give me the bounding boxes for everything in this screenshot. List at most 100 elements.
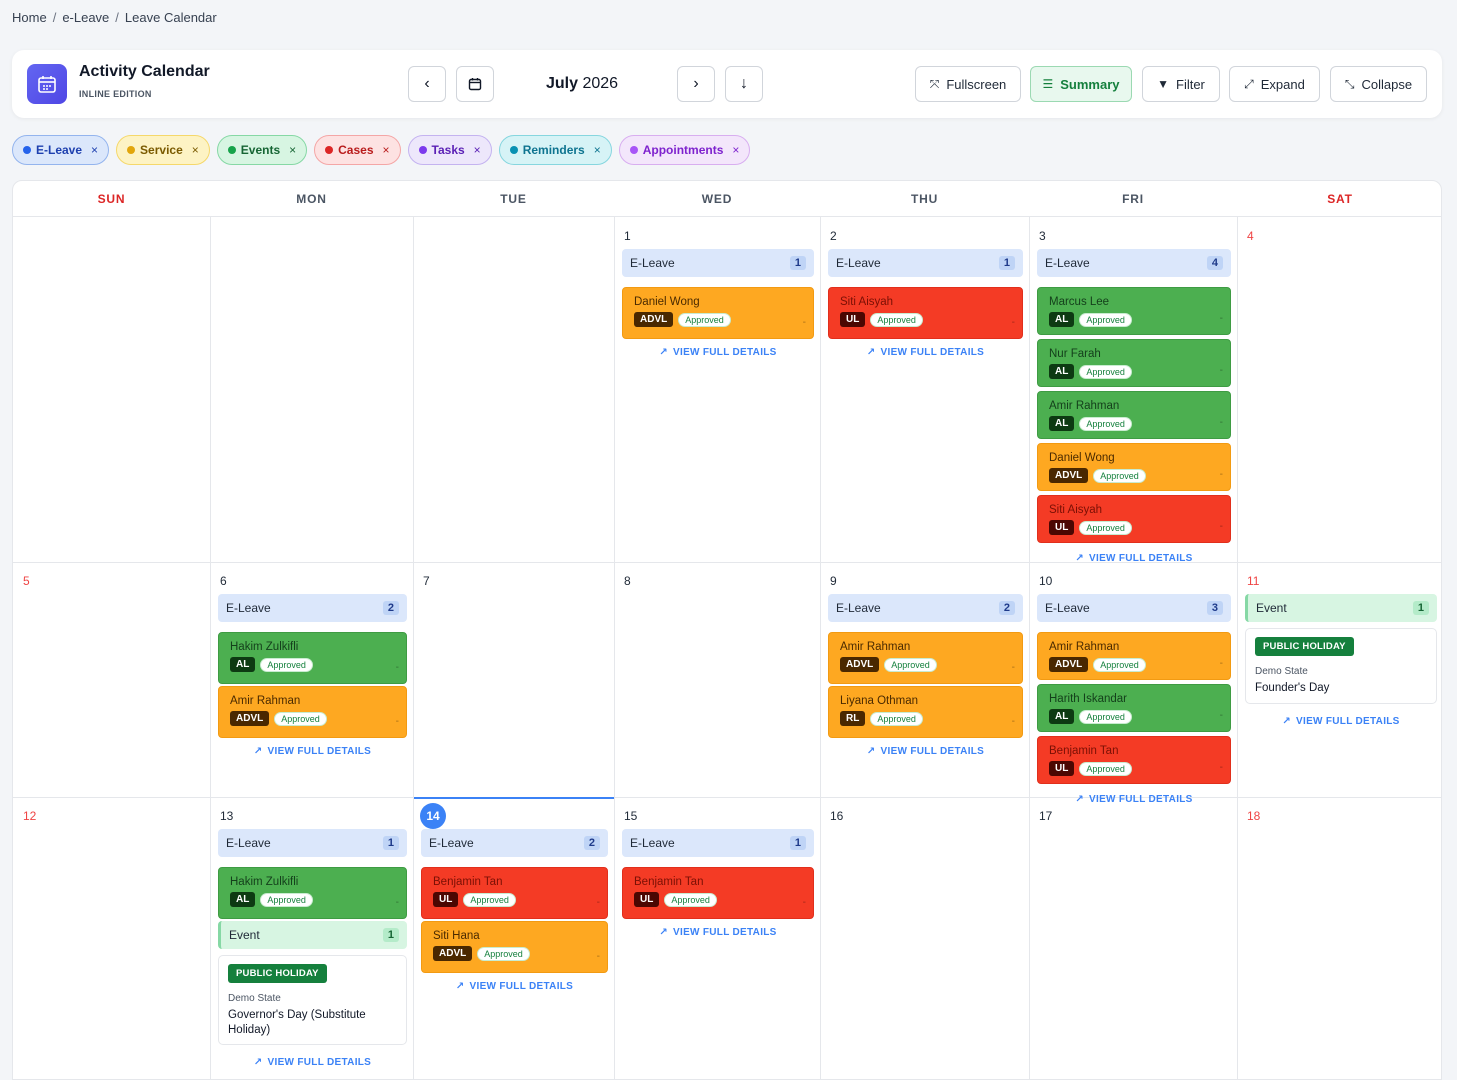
employee-name: Amir Rahman [1049, 641, 1120, 653]
leave-type-badge: ADVL [1049, 657, 1089, 672]
view-full-details-link[interactable]: ↗ VIEW FULL DETAILS [828, 746, 1023, 757]
close-icon[interactable]: × [91, 143, 99, 157]
day-number[interactable]: 15 [624, 809, 638, 823]
eleave-group-header[interactable]: E-Leave 2 [218, 594, 407, 622]
leave-entry-card[interactable]: Harith Iskandar AL Approved - [1037, 684, 1231, 732]
day-number[interactable]: 8 [624, 574, 631, 588]
eleave-group-header[interactable]: E-Leave 4 [1037, 249, 1231, 277]
day-number[interactable]: 18 [1247, 809, 1261, 823]
breadcrumb-eleave[interactable]: e-Leave [62, 10, 110, 25]
day-number[interactable]: 6 [220, 574, 227, 588]
day-number[interactable]: 11 [1247, 574, 1260, 588]
event-group-header[interactable]: Event 1 [218, 921, 407, 949]
collapse-button[interactable]: ⤡ Collapse [1330, 66, 1427, 102]
view-full-details-link[interactable]: ↗ VIEW FULL DETAILS [218, 746, 407, 757]
day-number[interactable]: 5 [23, 574, 30, 588]
external-link-icon: ↗ [1075, 794, 1085, 805]
close-icon[interactable]: × [289, 143, 297, 157]
leave-entry-card[interactable]: Liyana Othman RL Approved - [828, 686, 1023, 738]
leave-entry-card[interactable]: Nur Farah AL Approved - [1037, 339, 1231, 387]
eleave-group-header[interactable]: E-Leave 3 [1037, 594, 1231, 622]
eleave-group-header[interactable]: E-Leave 2 [421, 829, 608, 857]
eleave-group-header[interactable]: E-Leave 1 [622, 249, 814, 277]
more-icon: - [395, 662, 399, 673]
day-number[interactable]: 10 [1039, 574, 1053, 588]
external-link-icon: ↗ [659, 347, 669, 358]
leave-entry-card[interactable]: Hakim Zulkifli AL Approved - [218, 632, 407, 684]
view-full-details-link[interactable]: ↗ VIEW FULL DETAILS [1037, 553, 1231, 564]
eleave-group-header[interactable]: E-Leave 2 [828, 594, 1023, 622]
close-icon[interactable]: × [382, 143, 390, 157]
leave-entry-card[interactable]: Daniel Wong ADVL Approved - [622, 287, 814, 339]
leave-entry-card[interactable]: Benjamin Tan UL Approved - [421, 867, 608, 919]
leave-entry-card[interactable]: Amir Rahman ADVL Approved - [1037, 632, 1231, 680]
filter-chip-e-leave[interactable]: E-Leave × [12, 135, 110, 165]
view-full-details-link[interactable]: ↗ VIEW FULL DETAILS [622, 347, 814, 358]
summary-button[interactable]: ☰ Summary [1030, 66, 1132, 102]
status-badge: Approved [884, 657, 937, 672]
day-number[interactable]: 4 [1247, 229, 1254, 243]
leave-entry-card[interactable]: Amir Rahman ADVL Approved - [828, 632, 1023, 684]
public-holiday-card[interactable]: PUBLIC HOLIDAY Demo State Governor's Day (… [218, 955, 407, 1045]
group-count-badge: 4 [1206, 256, 1223, 270]
eleave-group-header[interactable]: E-Leave 1 [828, 249, 1023, 277]
filter-chip-cases[interactable]: Cases × [314, 135, 401, 165]
group-label: E-Leave [226, 601, 271, 615]
event-group-header[interactable]: Event 1 [1245, 594, 1437, 622]
leave-entry-card[interactable]: Benjamin Tan UL Approved - [1037, 736, 1231, 784]
circle-icon [127, 146, 136, 154]
day-number[interactable]: 13 [220, 809, 234, 823]
leave-entry-card[interactable]: Hakim Zulkifli AL Approved - [218, 867, 407, 919]
fullscreen-button[interactable]: ⤧ Fullscreen [915, 66, 1021, 102]
employee-name: Marcus Lee [1049, 296, 1110, 308]
public-holiday-card[interactable]: PUBLIC HOLIDAY Demo State Founder's Day [1245, 628, 1437, 704]
view-full-details-link[interactable]: ↗ VIEW FULL DETAILS [421, 981, 608, 992]
close-icon[interactable]: × [593, 143, 601, 157]
view-full-details-link[interactable]: ↗ VIEW FULL DETAILS [1037, 794, 1231, 805]
group-count-badge: 2 [382, 601, 399, 615]
leave-entry-card[interactable]: Siti Hana ADVL Approved - [421, 921, 608, 973]
filter-chip-tasks[interactable]: Tasks × [407, 135, 492, 165]
day-number[interactable]: 12 [23, 809, 37, 823]
group-label: Event [1256, 601, 1287, 615]
today-button[interactable] [456, 66, 494, 102]
day-number[interactable]: 16 [830, 809, 844, 823]
day-number[interactable]: 17 [1039, 809, 1053, 823]
prev-month-button[interactable]: ‹ [408, 66, 446, 102]
jump-down-button[interactable]: ↓ [725, 66, 763, 102]
group-label: Event [229, 928, 260, 942]
breadcrumb-home[interactable]: Home [12, 10, 47, 25]
view-full-details-link[interactable]: ↗ VIEW FULL DETAILS [1245, 716, 1437, 727]
day-number[interactable]: 3 [1039, 229, 1046, 243]
day-number[interactable]: 7 [423, 574, 430, 588]
eleave-group-header[interactable]: E-Leave 1 [622, 829, 814, 857]
today-day-number[interactable]: 14 [420, 803, 446, 829]
day-number[interactable]: 2 [830, 229, 837, 243]
expand-button[interactable]: ⤢ Expand [1229, 66, 1320, 102]
leave-entry-card[interactable]: Benjamin Tan UL Approved - [622, 867, 814, 919]
view-full-details-link[interactable]: ↗ VIEW FULL DETAILS [622, 927, 814, 938]
close-icon[interactable]: × [732, 143, 740, 157]
leave-type-badge: AL [230, 892, 256, 907]
close-icon[interactable]: × [191, 143, 199, 157]
filter-chip-service[interactable]: Service × [116, 135, 210, 165]
leave-entry-card[interactable]: Siti Aisyah UL Approved - [1037, 495, 1231, 543]
day-number[interactable]: 1 [624, 229, 631, 243]
leave-entry-card[interactable]: Daniel Wong ADVL Approved - [1037, 443, 1231, 491]
filter-chip-reminders[interactable]: Reminders × [498, 135, 612, 165]
close-icon[interactable]: × [473, 143, 481, 157]
leave-type-badge: AL [1049, 312, 1075, 327]
filter-button[interactable]: ▼ Filter [1142, 66, 1220, 102]
external-link-icon: ↗ [1075, 553, 1085, 564]
leave-entry-card[interactable]: Amir Rahman ADVL Approved - [218, 686, 407, 738]
day-number[interactable]: 9 [830, 574, 837, 588]
filter-chip-appointments[interactable]: Appointments × [618, 135, 751, 165]
leave-entry-card[interactable]: Amir Rahman AL Approved - [1037, 391, 1231, 439]
view-full-details-link[interactable]: ↗ VIEW FULL DETAILS [828, 347, 1023, 358]
leave-entry-card[interactable]: Siti Aisyah UL Approved - [828, 287, 1023, 339]
next-month-button[interactable]: › [677, 66, 715, 102]
view-full-details-link[interactable]: ↗ VIEW FULL DETAILS [218, 1057, 407, 1068]
filter-chip-events[interactable]: Events × [216, 135, 308, 165]
eleave-group-header[interactable]: E-Leave 1 [218, 829, 407, 857]
leave-entry-card[interactable]: Marcus Lee AL Approved - [1037, 287, 1231, 335]
